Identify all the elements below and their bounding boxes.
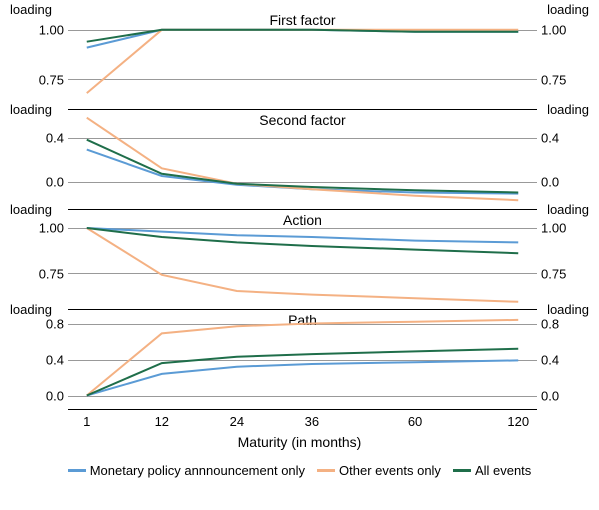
series-line-all bbox=[87, 349, 518, 396]
y-axis-label-left: loading bbox=[10, 2, 52, 17]
x-axis: 1 12 24 36 60 120 bbox=[10, 410, 589, 432]
x-axis-label: Maturity (in months) bbox=[10, 434, 589, 450]
plot-area: Second factor bbox=[68, 110, 537, 210]
ytick-left: 1.00 bbox=[10, 23, 64, 38]
ytick-right: 0.4 bbox=[541, 130, 589, 145]
series-line-all bbox=[87, 30, 518, 42]
legend-label: Other events only bbox=[339, 463, 441, 478]
panel-path: loadingloadingPath0.00.00.40.40.80.8 bbox=[10, 310, 589, 410]
panel-action: loadingloadingAction0.750.751.001.00 bbox=[10, 210, 589, 310]
y-axis-label-right: loading bbox=[547, 302, 589, 317]
xtick: 12 bbox=[155, 414, 169, 429]
ytick-right: 1.00 bbox=[541, 221, 589, 236]
xtick: 120 bbox=[507, 414, 529, 429]
y-axis-label-left: loading bbox=[10, 102, 52, 117]
ytick-right: 0.75 bbox=[541, 266, 589, 281]
plot-area: Action bbox=[68, 210, 537, 310]
ytick-left: 1.00 bbox=[10, 221, 64, 236]
chart-container: loading loading First factor 0.75 0.75 1.00 1.… bbox=[10, 10, 589, 500]
legend-swatch bbox=[453, 469, 471, 472]
legend-item-monetary: Monetary policy annnouncement only bbox=[68, 463, 305, 478]
ytick-right: 0.0 bbox=[541, 175, 589, 190]
series-svg bbox=[68, 210, 537, 309]
plot-area: Path bbox=[68, 310, 537, 410]
legend-label: Monetary policy annnouncement only bbox=[90, 463, 305, 478]
ytick-left: 0.4 bbox=[10, 130, 64, 145]
y-axis-label-right: loading bbox=[547, 102, 589, 117]
y-axis-label-left: loading bbox=[10, 302, 52, 317]
ytick-right: 0.4 bbox=[541, 353, 589, 368]
ytick-left: 0.75 bbox=[10, 73, 64, 88]
ytick-right: 1.00 bbox=[541, 23, 589, 38]
series-svg bbox=[68, 110, 537, 209]
y-axis-label-right: loading bbox=[547, 2, 589, 17]
legend-item-all: All events bbox=[453, 463, 531, 478]
ytick-right: 0.0 bbox=[541, 389, 589, 404]
y-axis-label-right: loading bbox=[547, 202, 589, 217]
ytick-left: 0.0 bbox=[10, 175, 64, 190]
series-line-other bbox=[87, 118, 518, 201]
legend-item-other: Other events only bbox=[317, 463, 441, 478]
series-line-monetary bbox=[87, 360, 518, 395]
ytick-left: 0.75 bbox=[10, 266, 64, 281]
panels-stack: loading loading First factor 0.75 0.75 1.00 1.… bbox=[10, 10, 589, 410]
series-svg bbox=[68, 310, 537, 409]
ytick-left: 0.4 bbox=[10, 353, 64, 368]
series-line-all bbox=[87, 140, 518, 193]
series-line-other bbox=[87, 228, 518, 302]
xtick: 36 bbox=[305, 414, 319, 429]
ytick-right: 0.8 bbox=[541, 316, 589, 331]
xtick: 24 bbox=[230, 414, 244, 429]
series-svg bbox=[68, 10, 537, 109]
plot-area: First factor bbox=[68, 10, 537, 110]
panel-second-factor: loadingloadingSecond factor0.00.00.40.4 bbox=[10, 110, 589, 210]
legend-swatch bbox=[68, 469, 86, 472]
y-axis-label-left: loading bbox=[10, 202, 52, 217]
panel-first-factor: loadingloadingFirst factor0.750.751.001.… bbox=[10, 10, 589, 110]
legend-label: All events bbox=[475, 463, 531, 478]
legend-swatch bbox=[317, 469, 335, 472]
series-line-other bbox=[87, 30, 518, 93]
xtick: 60 bbox=[408, 414, 422, 429]
series-line-other bbox=[87, 320, 518, 396]
legend: Monetary policy annnouncement only Other … bbox=[10, 460, 589, 478]
ytick-left: 0.8 bbox=[10, 316, 64, 331]
ytick-right: 0.75 bbox=[541, 73, 589, 88]
ytick-left: 0.0 bbox=[10, 389, 64, 404]
xtick: 1 bbox=[83, 414, 90, 429]
